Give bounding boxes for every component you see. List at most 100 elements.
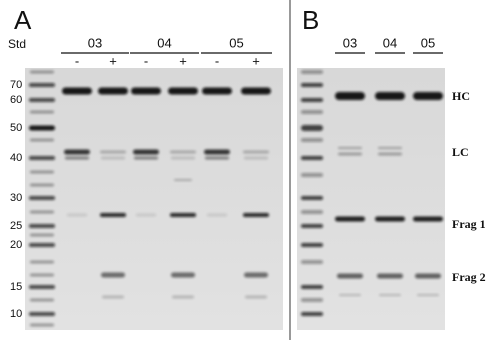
band [170, 150, 196, 154]
band [134, 156, 158, 160]
band [171, 156, 195, 160]
band [30, 210, 54, 214]
band [62, 87, 92, 95]
group-label: 05 [421, 35, 435, 50]
band [29, 83, 55, 87]
band [301, 210, 323, 214]
group-label: 05 [229, 35, 243, 50]
band [339, 294, 361, 296]
band [301, 98, 323, 102]
band [241, 87, 271, 95]
band [243, 150, 269, 154]
band [301, 173, 323, 177]
band [417, 294, 439, 296]
band [133, 149, 159, 155]
band [301, 224, 323, 228]
band [30, 138, 54, 142]
band [30, 170, 54, 174]
marker-label: 60 [10, 94, 22, 106]
band [29, 285, 55, 289]
band [243, 213, 269, 217]
gel-a [25, 68, 283, 330]
band [29, 98, 55, 102]
lane-label: + [179, 53, 187, 68]
band [64, 149, 90, 155]
band [174, 179, 192, 181]
band [30, 233, 54, 237]
band [29, 224, 55, 228]
band [301, 260, 323, 264]
band [67, 213, 87, 217]
band [301, 138, 323, 142]
band [30, 70, 54, 74]
band [301, 125, 323, 131]
band [29, 196, 55, 200]
band [301, 70, 323, 74]
panel-label: A [14, 5, 32, 35]
band [102, 295, 124, 299]
band [244, 272, 268, 278]
band [30, 183, 54, 187]
band [335, 92, 365, 100]
band [29, 125, 55, 131]
marker-label: 10 [10, 308, 22, 320]
band [101, 272, 125, 278]
lane-label: - [75, 53, 79, 68]
band [30, 110, 54, 114]
group-label: 03 [88, 35, 102, 50]
band [168, 87, 198, 95]
band [30, 298, 54, 302]
band [204, 149, 230, 155]
band [101, 156, 125, 160]
lane-label: - [144, 53, 148, 68]
band-label: LC [452, 145, 469, 159]
band [207, 213, 227, 217]
marker-label: 50 [10, 122, 22, 134]
band [205, 156, 229, 160]
band [413, 92, 443, 100]
group-label: 04 [383, 35, 397, 50]
group-label: 03 [343, 35, 357, 50]
band [413, 216, 443, 222]
band [415, 273, 441, 279]
lane-label: + [252, 53, 260, 68]
band [244, 156, 268, 160]
band [171, 272, 195, 278]
lane-label: + [109, 53, 117, 68]
marker-label: 25 [10, 220, 22, 232]
band [98, 87, 128, 95]
band [245, 295, 267, 299]
band [301, 312, 323, 316]
band [29, 312, 55, 316]
band [301, 243, 323, 247]
band [301, 110, 323, 114]
band [375, 216, 405, 222]
band-label: Frag 1 [452, 217, 486, 231]
band-label: Frag 2 [452, 270, 486, 284]
std-label: Std [8, 37, 26, 51]
band [29, 243, 55, 247]
band [375, 92, 405, 100]
band [30, 273, 54, 277]
marker-label: 70 [10, 79, 22, 91]
band [379, 294, 401, 296]
band [338, 152, 362, 156]
band [377, 273, 403, 279]
lane-label: - [215, 53, 219, 68]
gel-images [25, 68, 445, 330]
band [100, 213, 126, 217]
band [100, 150, 126, 154]
band [136, 213, 156, 217]
band [172, 295, 194, 299]
band [30, 323, 54, 327]
marker-label: 15 [10, 281, 22, 293]
band [335, 216, 365, 222]
band [65, 156, 89, 160]
group-label: 04 [157, 35, 171, 50]
marker-label: 20 [10, 239, 22, 251]
band [170, 213, 196, 217]
band [30, 260, 54, 264]
band [338, 147, 362, 149]
band [378, 152, 402, 156]
